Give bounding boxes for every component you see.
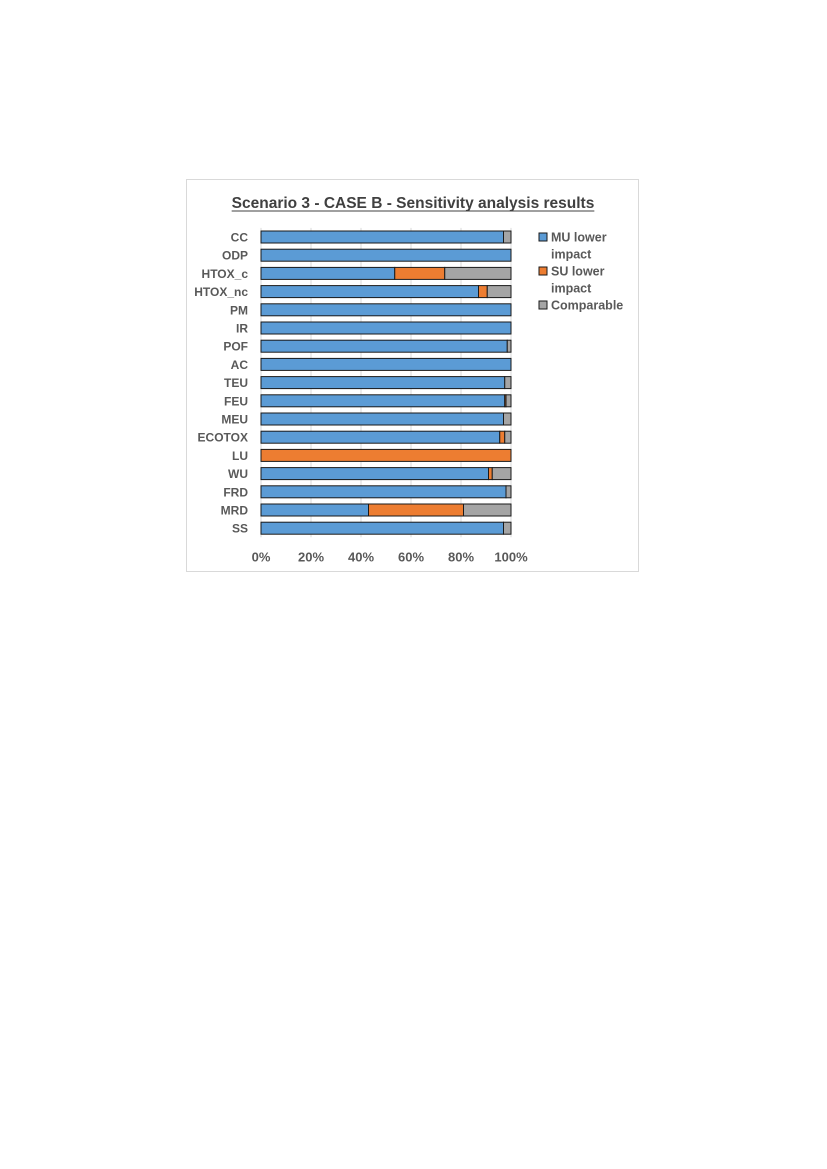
bar-segment — [260, 485, 507, 499]
chart-title: Scenario 3 - CASE B - Sensitivity analys… — [232, 195, 595, 212]
bar-segment — [503, 521, 512, 535]
bar-segment — [444, 266, 512, 280]
bar-segment — [503, 230, 512, 244]
legend-swatch — [538, 232, 548, 242]
category-label: HTOX_nc — [194, 285, 248, 299]
x-axis-tick-labels: 0% 20% 40% 60% 80% 100% — [252, 549, 528, 564]
x-tick-label: 20% — [298, 549, 324, 564]
category-label: POF — [223, 340, 248, 354]
bar-segment — [506, 339, 512, 353]
category-label: CC — [231, 231, 249, 245]
bar-segment — [504, 376, 512, 390]
bar-segment — [504, 430, 512, 444]
category-label: AC — [231, 358, 249, 372]
bar-segment — [260, 248, 512, 262]
bar-segment — [394, 266, 446, 280]
bar-segment — [499, 430, 506, 444]
x-tick-label: 100% — [494, 549, 528, 564]
bar-segment — [260, 521, 504, 535]
category-label: MEU — [221, 413, 248, 427]
bar-segment — [260, 285, 479, 299]
x-tick-label: 80% — [448, 549, 474, 564]
bar-segment — [260, 467, 489, 481]
legend-swatch — [538, 300, 548, 310]
legend-entry: MU lower impact — [551, 231, 607, 262]
category-label: PM — [230, 303, 248, 317]
category-labels: CC ODP HTOX_c HTOX_nc PM IR POF AC TEU FEU MEU ECOT… — [194, 231, 248, 536]
bar-segment — [260, 339, 508, 353]
bar-segment — [463, 503, 512, 517]
stacked-bar-chart: Scenario 3 - CASE B - Sensitivity analys… — [194, 195, 623, 564]
bar-segment — [503, 412, 512, 426]
chart-frame: Scenario 3 - CASE B - Sensitivity analys… — [186, 179, 639, 572]
x-tick-label: 60% — [398, 549, 424, 564]
category-label: TEU — [224, 376, 248, 390]
category-label: FEU — [224, 394, 248, 408]
bar-segment — [260, 430, 501, 444]
bar-segment — [260, 412, 504, 426]
legend-entry: Comparable — [551, 299, 623, 313]
bar-segment — [486, 285, 512, 299]
category-label: LU — [232, 449, 248, 463]
bar-segment — [505, 394, 512, 408]
category-label: ECOTOX — [198, 431, 248, 445]
category-label: WU — [228, 467, 248, 481]
bar-segment — [260, 448, 512, 462]
x-tick-label: 0% — [252, 549, 271, 564]
bar-segment — [368, 503, 464, 517]
bar-segment — [491, 467, 512, 481]
bar-segment — [260, 230, 504, 244]
legend-swatch — [538, 266, 548, 276]
bar-segment — [260, 376, 506, 390]
bars — [260, 230, 512, 535]
bar-segment — [260, 503, 369, 517]
bar-segment — [505, 485, 512, 499]
category-label: MRD — [221, 504, 249, 518]
bar-segment — [260, 266, 396, 280]
category-label: IR — [236, 322, 248, 336]
x-tick-label: 40% — [348, 549, 374, 564]
bar-segment — [260, 357, 512, 371]
legend-entry: SU lower impact — [551, 265, 605, 296]
bar-segment — [260, 394, 506, 408]
bar-segment — [260, 303, 512, 317]
category-label: SS — [232, 522, 248, 536]
bar-segment — [488, 467, 493, 481]
category-label: HTOX_c — [202, 267, 249, 281]
category-label: ODP — [222, 249, 248, 263]
category-label: FRD — [223, 485, 248, 499]
bar-segment — [260, 321, 512, 335]
bar-segment — [478, 285, 488, 299]
